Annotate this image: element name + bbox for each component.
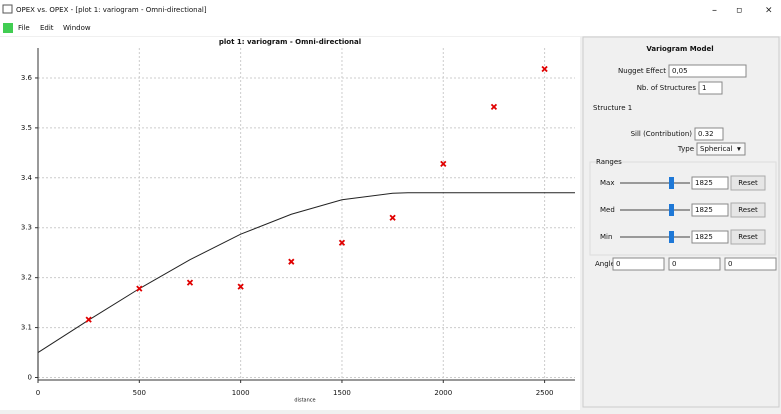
qt-icon [3,23,13,33]
panel-title: Variogram Model [646,45,713,53]
ranges-group [589,161,777,256]
y-tick-label: 3.6 [21,74,33,82]
y-tick-label: 3.5 [21,124,32,132]
x-tick-label: 2000 [434,389,452,397]
y-tick-label: 3.1 [21,324,32,332]
angle-input[interactable] [724,257,777,271]
reset-button[interactable] [730,202,766,218]
menu-window[interactable]: Window [63,24,91,32]
plot-window [0,37,580,410]
data-point [490,103,498,111]
x-axis-label: distance [294,398,315,404]
y-tick-label: 3.3 [21,224,32,232]
range-label: Max [600,179,614,187]
slider-handle[interactable] [669,177,674,189]
angles-label: Angles [595,260,619,268]
structures-value: 1 [702,84,706,92]
data-point [288,258,295,265]
nugget-value: 0,05 [672,67,688,75]
data-point [85,316,92,323]
type-combobox[interactable] [696,142,746,156]
slider-handle[interactable] [669,204,674,216]
window-title: OPEX vs. OPEX - [plot 1: variogram - Omn… [16,6,207,14]
model-curve [37,192,575,378]
type-label: Type [677,145,694,153]
data-point [541,65,548,73]
sill-input[interactable] [694,127,724,141]
range-label: Med [600,206,615,214]
title-bar [0,0,781,20]
y-tick-label: 3.4 [21,174,33,182]
panel [582,36,780,408]
range-value: 1825 [695,179,713,187]
angles-row: 0 0 0 [612,257,777,271]
reset-label: Reset [738,179,758,187]
close-button[interactable]: × [765,6,773,16]
angle-value: 0 [728,260,732,268]
x-tick-label: 500 [133,389,146,397]
data-point [389,214,396,221]
maximize-button[interactable]: ▫ [736,6,742,16]
nugget-label: Nugget Effect [618,67,666,75]
sill-label: Sill (Contribution) [631,130,693,138]
chart-title: plot 1: variogram - Omni-directional [219,38,361,46]
slider-handle[interactable] [669,231,674,243]
range-input[interactable] [691,176,729,190]
x-tick-label: 2500 [536,389,554,397]
structure-title: Structure 1 [593,104,632,112]
y-tick-label: 3.2 [21,274,32,282]
range-value: 1825 [695,233,713,241]
ranges-label: Ranges [596,158,622,166]
structures-spinbox[interactable] [698,81,723,95]
ranges-rows: Max 1825 Reset Med 1825 Reset Min 1825 Reset [600,175,766,245]
data-point [136,285,143,292]
minimize-button[interactable]: – [712,5,717,16]
combo-arrow: ▼ [737,147,741,153]
sill-value: 0.32 [698,130,714,138]
x-tick-label: 1000 [232,389,250,397]
angle-value: 0 [616,260,620,268]
angle-input[interactable] [668,257,721,271]
data-point [237,283,244,290]
reset-button[interactable] [730,175,766,191]
range-value: 1825 [695,206,713,214]
menu-bar [0,20,781,36]
range-input[interactable] [691,230,729,244]
type-value: Spherical [700,145,733,153]
angle-input[interactable] [612,257,665,271]
angle-value: 0 [672,260,676,268]
data-point [338,239,346,246]
reset-label: Reset [738,233,758,241]
x-tick-label: 1500 [333,389,351,397]
app-icon [2,4,13,14]
data-point [186,279,194,286]
reset-label: Reset [738,206,758,214]
range-input[interactable] [691,203,729,217]
data-point [440,160,447,167]
plot-area: 0 500 1000 1500 2000 2500 0 3.1 3.2 3.3 3.4 3.5 3.6 [21,48,575,397]
nugget-input[interactable] [668,64,747,78]
reset-button[interactable] [730,229,766,245]
structures-label: Nb. of Structures [637,84,697,92]
y-tick-label: 0 [28,374,32,382]
range-label: Min [600,233,612,241]
menu-edit[interactable]: Edit [40,24,54,32]
x-tick-label: 0 [36,389,40,397]
menu-file[interactable]: File [18,24,30,32]
